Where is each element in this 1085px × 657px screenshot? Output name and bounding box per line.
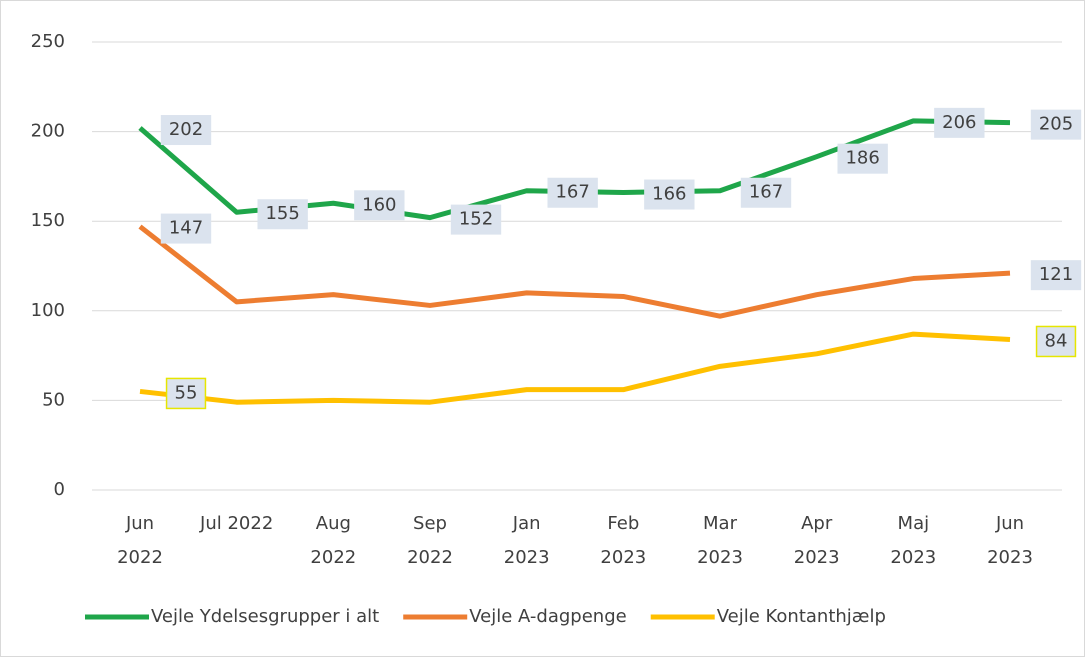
data-label: 160: [354, 190, 405, 221]
data-label-text: 152: [459, 209, 493, 230]
y-tick-label: 250: [31, 31, 65, 52]
data-label-box: [450, 204, 502, 235]
data-label-box: [934, 107, 985, 138]
x-tick-label: Aug 2022: [310, 513, 356, 568]
data-label-box: [257, 199, 308, 230]
data-label-text: 186: [845, 148, 879, 169]
data-label: 206: [934, 107, 985, 138]
data-label-box: [740, 177, 792, 208]
data-label: 186: [837, 143, 888, 174]
data-label: 84: [1035, 325, 1077, 358]
x-tick-label: Apr 2023: [794, 513, 840, 568]
x-tick-label: Feb 2023: [600, 513, 646, 568]
data-label-text: 84: [1045, 330, 1068, 351]
data-label-text: 121: [1039, 264, 1073, 285]
data-label: 55: [165, 377, 207, 410]
y-tick-label: 150: [31, 210, 65, 231]
x-tick-label: Jan 2023: [504, 513, 550, 568]
data-label-text: 205: [1039, 114, 1073, 135]
y-tick-label: 50: [42, 389, 65, 410]
series-line: [139, 331, 1011, 405]
data-label-box: [165, 377, 207, 410]
legend-label: Vejle Kontanthjælp: [717, 606, 886, 627]
data-label-box: [160, 115, 212, 146]
data-label-text: 160: [362, 194, 396, 215]
data-label: 152: [450, 204, 502, 235]
series-line: [138, 224, 1011, 319]
data-label-text: 202: [169, 119, 203, 140]
legend-label: Vejle A-dagpenge: [469, 606, 627, 627]
data-label-text: 166: [652, 184, 686, 205]
data-label: 121: [1030, 260, 1082, 291]
x-tick-label: Mar 2023: [697, 513, 743, 568]
x-tick-label: Maj 2023: [890, 513, 936, 568]
data-label-box: [1035, 325, 1077, 358]
data-label-text: 55: [175, 382, 198, 403]
data-label-box: [1030, 109, 1082, 140]
data-label: 147: [160, 213, 212, 244]
data-label-text: 155: [265, 203, 299, 224]
data-label-box: [160, 213, 212, 244]
data-label-text: 147: [169, 218, 203, 239]
legend-label: Vejle Ydelsesgrupper i alt: [151, 606, 379, 627]
data-label: 166: [644, 179, 695, 210]
data-label-box: [837, 143, 888, 174]
y-tick-label: 200: [31, 121, 65, 142]
data-label-box: [547, 177, 598, 208]
data-label-box: [354, 190, 405, 221]
y-tick-label: 0: [54, 479, 65, 500]
data-label-text: 206: [942, 112, 976, 133]
x-tick-label: Jul 2022: [199, 513, 273, 534]
data-label: 205: [1030, 109, 1082, 140]
x-tick-label: Sep 2022: [407, 513, 453, 568]
data-label: 167: [547, 177, 598, 208]
data-label-text: 167: [555, 182, 589, 203]
x-tick-label: Jun 2023: [987, 513, 1033, 568]
data-label: 167: [740, 177, 792, 208]
data-label-text: 167: [749, 182, 783, 203]
data-label-box: [1030, 260, 1082, 291]
data-label: 155: [257, 199, 308, 230]
y-tick-label: 100: [31, 300, 65, 321]
data-label-box: [644, 179, 695, 210]
x-tick-label: Jun 2022: [117, 513, 163, 568]
data-label: 202: [160, 115, 212, 146]
